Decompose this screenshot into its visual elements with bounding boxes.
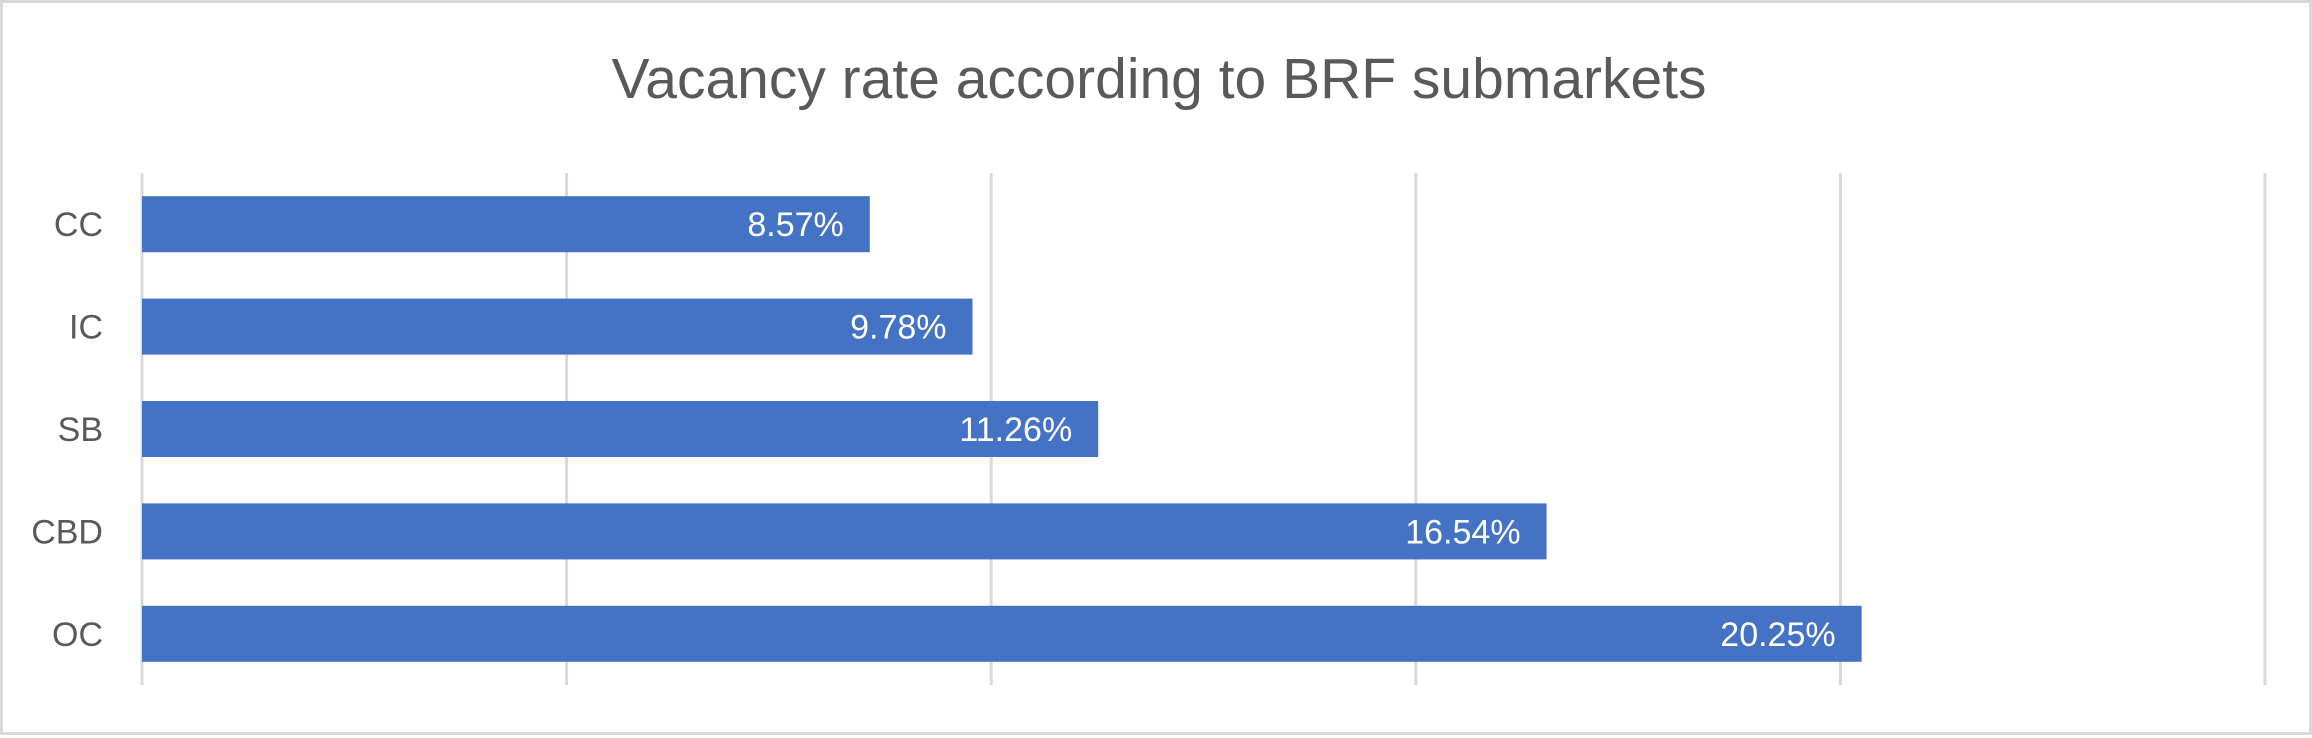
bar-oc xyxy=(142,605,1862,662)
category-label-cbd: CBD xyxy=(31,513,103,551)
category-label-cc: CC xyxy=(54,206,103,244)
bar-ic xyxy=(142,298,973,355)
data-label-ic: 9.78% xyxy=(850,309,946,347)
data-label-cc: 8.57% xyxy=(747,206,843,244)
category-label-ic: IC xyxy=(69,309,103,347)
bar-cc xyxy=(142,196,870,253)
category-label-sb: SB xyxy=(58,411,103,449)
category-label-oc: OC xyxy=(52,616,103,654)
data-label-sb: 11.26% xyxy=(959,411,1072,449)
data-label-cbd: 16.54% xyxy=(1405,513,1520,551)
chart-title: Vacancy rate according to BRF submarkets xyxy=(611,47,1707,111)
data-label-oc: 20.25% xyxy=(1720,616,1835,654)
bars xyxy=(142,196,1862,662)
bar-chart: 8.57% CC 9.78% IC 11.26% SB 16.54% CBD 20.25% OC xyxy=(31,173,2267,685)
labels: 8.57% CC 9.78% IC 11.26% SB 16.54% CBD 20.25% OC xyxy=(31,206,1835,654)
bar-cbd xyxy=(142,503,1547,560)
bar-sb xyxy=(142,401,1099,457)
